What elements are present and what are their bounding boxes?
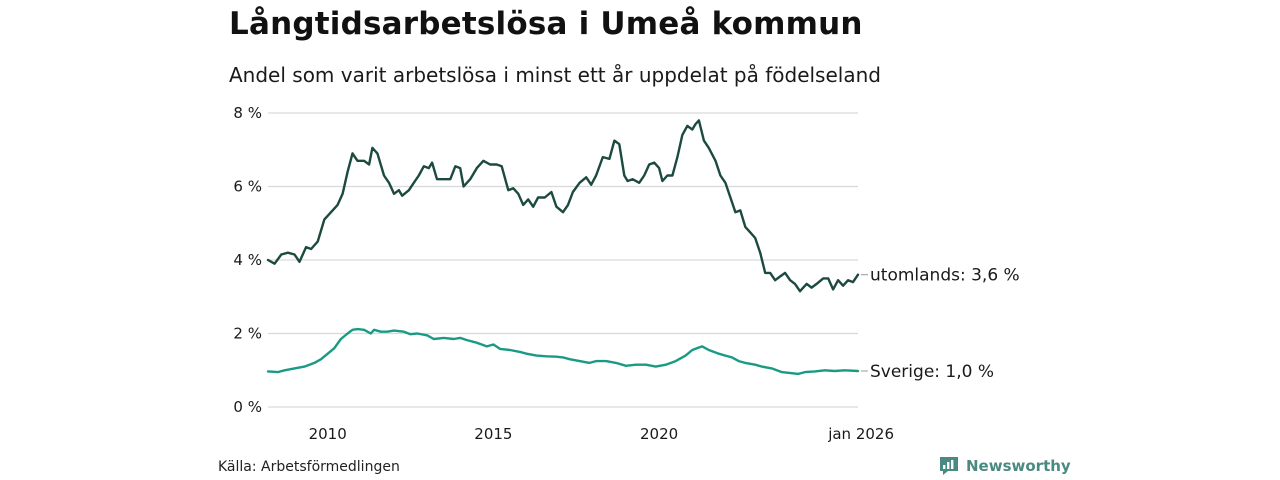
end-label-sverige: Sverige: 1,0 %	[870, 362, 994, 382]
series-line-sverige	[266, 327, 860, 376]
x-tick-label: jan 2026	[827, 425, 894, 443]
y-tick-label: 0 %	[233, 398, 262, 416]
end-label-utomlands: utomlands: 3,6 %	[870, 266, 1020, 286]
source-note: Källa: Arbetsförmedlingen	[218, 459, 400, 475]
y-tick-label: 2 %	[233, 325, 262, 343]
x-tick-label: 2015	[474, 425, 512, 443]
y-tick-label: 4 %	[233, 251, 262, 269]
series-end-labels: utomlands: 3,6 % Sverige: 1,0 %	[861, 266, 1020, 382]
series-line-utomlands	[266, 119, 860, 293]
x-axis-ticks: 2010 2015 2020 jan 2026	[309, 425, 894, 443]
chart-subtitle: Andel som varit arbetslösa i minst ett å…	[229, 63, 881, 87]
series-lines	[266, 119, 860, 376]
x-tick-label: 2010	[309, 425, 347, 443]
newsworthy-logo-icon	[940, 457, 958, 475]
brand-logo[interactable]: Newsworthy	[938, 455, 1071, 477]
y-tick-label: 6 %	[233, 178, 262, 196]
brand-name: Newsworthy	[966, 457, 1071, 475]
y-tick-label: 8 %	[233, 104, 262, 122]
y-axis-ticks: 0 % 2 % 4 % 6 % 8 %	[233, 104, 262, 416]
chart-title: Långtidsarbetslösa i Umeå kommun	[229, 6, 863, 42]
x-tick-label: 2020	[640, 425, 678, 443]
grid-lines	[268, 112, 858, 408]
